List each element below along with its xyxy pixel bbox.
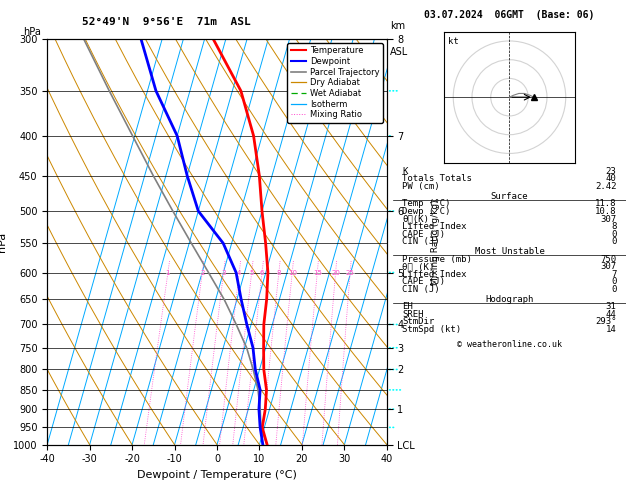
Text: K: K [403,167,408,176]
Text: Temp (°C): Temp (°C) [403,199,451,208]
Text: 52°49'N  9°56'E  71m  ASL: 52°49'N 9°56'E 71m ASL [82,17,250,27]
Text: 2.42: 2.42 [595,182,616,191]
Legend: Temperature, Dewpoint, Parcel Trajectory, Dry Adiabat, Wet Adiabat, Isotherm, Mi: Temperature, Dewpoint, Parcel Trajectory… [287,43,382,122]
Text: 40: 40 [606,174,616,184]
Text: 23: 23 [606,167,616,176]
Text: 11.8: 11.8 [595,199,616,208]
Text: 10.8: 10.8 [595,207,616,216]
Y-axis label: hPa: hPa [0,232,8,252]
Text: Surface: Surface [491,192,528,201]
Text: 0: 0 [611,229,616,239]
Text: StmSpd (kt): StmSpd (kt) [403,325,462,334]
Text: kt: kt [448,37,459,46]
Text: CAPE (J): CAPE (J) [403,229,445,239]
Text: θᴄ (K): θᴄ (K) [403,262,435,271]
Text: 4: 4 [237,270,242,276]
Text: 20: 20 [331,270,340,276]
Text: Mixing Ratio (g/kg): Mixing Ratio (g/kg) [431,199,440,285]
Text: 03.07.2024  06GMT  (Base: 06): 03.07.2024 06GMT (Base: 06) [425,10,594,20]
Text: EH: EH [403,302,413,312]
Text: 3: 3 [221,270,226,276]
Text: km: km [390,21,405,31]
Text: 307: 307 [601,262,616,271]
Text: 8: 8 [611,222,616,231]
Text: 750: 750 [601,255,616,264]
Text: Pressure (mb): Pressure (mb) [403,255,472,264]
Text: θᴄ(K): θᴄ(K) [403,214,430,224]
Text: 10: 10 [287,270,297,276]
Text: StmDir: StmDir [403,317,435,327]
Text: PW (cm): PW (cm) [403,182,440,191]
Text: 7: 7 [611,270,616,279]
Text: 6: 6 [260,270,264,276]
Text: 0: 0 [611,285,616,294]
Text: Lifted Index: Lifted Index [403,270,467,279]
Text: 1: 1 [165,270,170,276]
Text: 8: 8 [277,270,281,276]
Text: 31: 31 [606,302,616,312]
Text: CIN (J): CIN (J) [403,237,440,246]
Text: Totals Totals: Totals Totals [403,174,472,184]
Text: 15: 15 [313,270,321,276]
Text: CIN (J): CIN (J) [403,285,440,294]
Text: Dewp (°C): Dewp (°C) [403,207,451,216]
Text: 0: 0 [611,277,616,286]
Text: 44: 44 [606,310,616,319]
Text: 0: 0 [611,237,616,246]
Text: SREH: SREH [403,310,424,319]
Text: Lifted Index: Lifted Index [403,222,467,231]
Text: 2: 2 [200,270,204,276]
Text: CAPE (J): CAPE (J) [403,277,445,286]
Text: 25: 25 [346,270,355,276]
Text: 307: 307 [601,214,616,224]
Text: 5: 5 [250,270,254,276]
Text: © weatheronline.co.uk: © weatheronline.co.uk [457,340,562,349]
Text: ASL: ASL [390,47,408,57]
Text: hPa: hPa [23,27,42,37]
Text: Most Unstable: Most Unstable [474,247,545,256]
Text: 14: 14 [606,325,616,334]
Text: 293°: 293° [595,317,616,327]
Text: Hodograph: Hodograph [486,295,533,304]
X-axis label: Dewpoint / Temperature (°C): Dewpoint / Temperature (°C) [137,470,297,480]
